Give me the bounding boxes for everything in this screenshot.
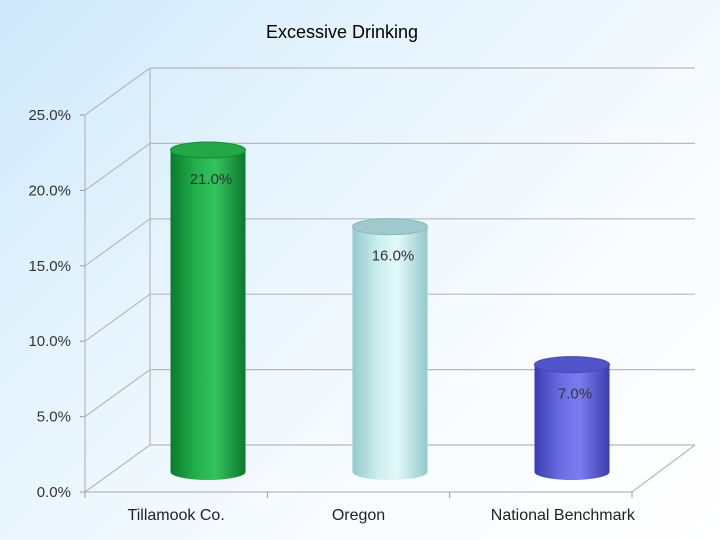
x-tick-label: Tillamook Co. <box>128 507 225 524</box>
data-label: 16.0% <box>372 248 415 265</box>
bar-body <box>534 364 610 480</box>
floor-edge <box>631 444 696 493</box>
data-label: 7.0% <box>558 386 592 403</box>
y-tick-label: 15.0% <box>28 258 71 275</box>
bar-3 <box>534 356 610 480</box>
gridline-diagonal <box>84 218 151 267</box>
bar-1 <box>170 141 246 480</box>
gridline-diagonal <box>84 293 151 342</box>
x-tick-label: National Benchmark <box>491 507 636 524</box>
y-tick-label: 25.0% <box>28 107 71 124</box>
gridline-diagonal <box>84 369 151 418</box>
y-tick-label: 20.0% <box>28 182 71 199</box>
bar-top <box>170 141 246 159</box>
bar-top <box>352 218 428 236</box>
axes <box>80 68 696 498</box>
gridline-diagonal <box>84 444 151 493</box>
gridline-diagonal <box>84 67 151 116</box>
y-tick-label: 0.0% <box>37 484 71 501</box>
bars <box>170 141 610 480</box>
bar-body <box>170 150 246 480</box>
bar-body <box>352 226 428 480</box>
bar-top <box>534 356 610 374</box>
bar-2 <box>352 218 428 480</box>
gridline-diagonal <box>84 142 151 191</box>
chart-title: Excessive Drinking <box>265 22 419 42</box>
data-label: 21.0% <box>190 171 233 188</box>
labels: 0.0% 5.0% 10.0% 15.0% 20.0% 25.0% 21.0% Tillamo… <box>28 107 635 524</box>
y-tick-label: 5.0% <box>37 409 71 426</box>
y-tick-label: 10.0% <box>28 333 71 350</box>
x-tick-label: Oregon <box>332 507 385 524</box>
